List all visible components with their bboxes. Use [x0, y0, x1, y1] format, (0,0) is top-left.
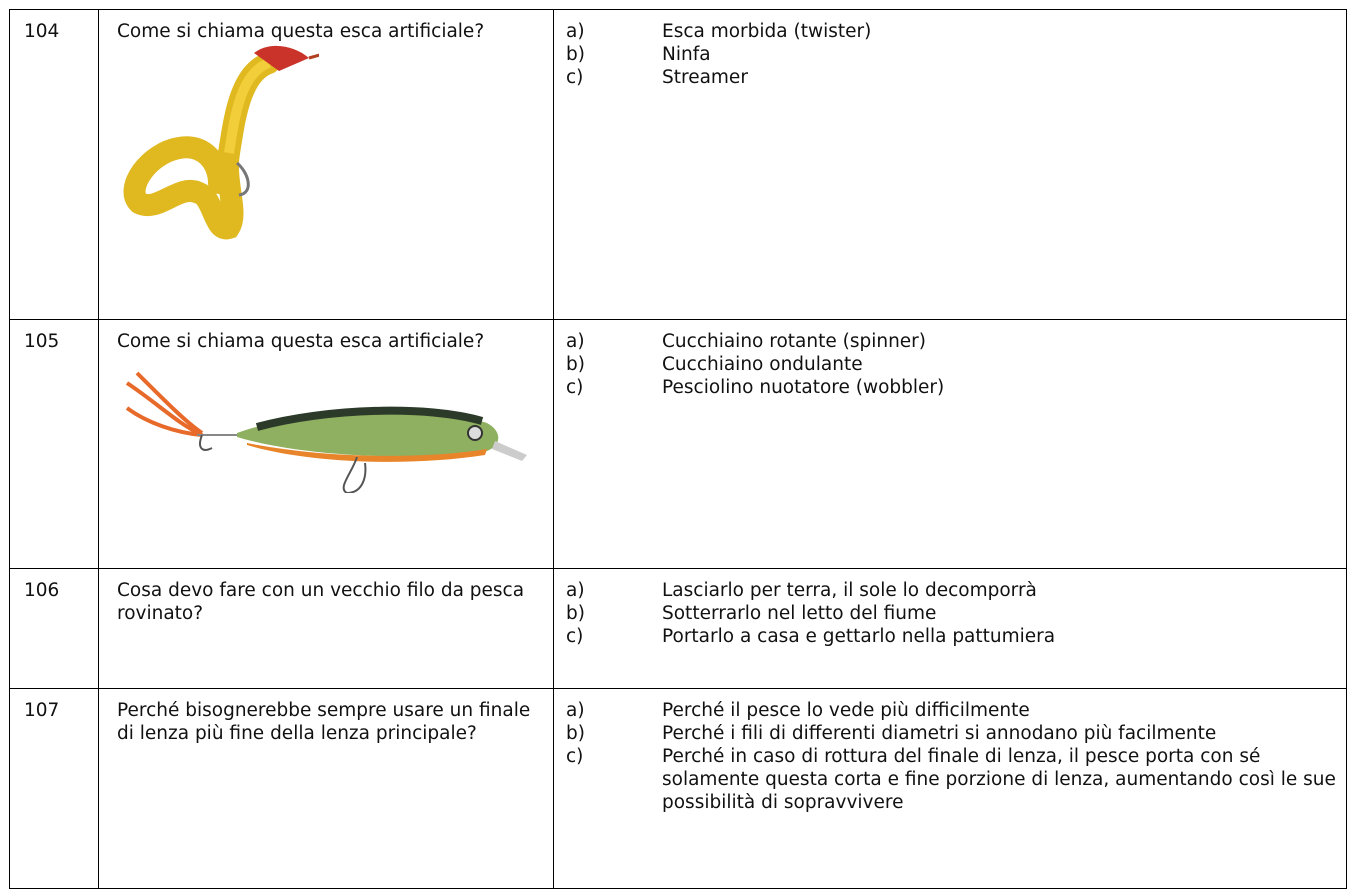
- answer-text: Perché il pesce lo vede più difficilment…: [662, 700, 1030, 721]
- answers-cell: a) Lasciarlo per terra, il sole lo decomp…: [553, 568, 1347, 689]
- question-text: Cosa devo fare con un vecchio filo da pe…: [98, 568, 554, 689]
- answer: c) Portarlo a casa e gettarlo nella pattu…: [566, 625, 1342, 648]
- question-number: 107: [9, 688, 99, 889]
- twister-image: [123, 45, 319, 240]
- answers-cell: a) Esca morbida (twister) b) Ninfa c) Strea…: [553, 9, 1347, 320]
- answer: c) Pesciolino nuotatore (wobbler): [566, 376, 1342, 399]
- answer-letter: c): [566, 626, 584, 647]
- question-number: 106: [9, 568, 99, 689]
- question-text: Come si chiama questa esca artificiale?: [117, 331, 485, 352]
- answer: a) Esca morbida (twister): [566, 20, 1342, 43]
- answers-cell: a) Cucchiaino rotante (spinner) b) Cucchia…: [553, 319, 1347, 569]
- answer-letter: a): [566, 580, 585, 601]
- question-number: 105: [9, 319, 99, 569]
- answer-text: Cucchiaino rotante (spinner): [662, 331, 926, 352]
- answer-text: Cucchiaino ondulante: [662, 354, 863, 375]
- answer-letter: c): [566, 377, 584, 398]
- answer-text: Sotterrarlo nel letto del fiume: [662, 603, 937, 624]
- answer-letter: b): [566, 44, 585, 65]
- answer: b) Ninfa: [566, 43, 1342, 66]
- answer-letter: b): [566, 603, 585, 624]
- answer: c) Perché in caso di rottura del finale d…: [566, 745, 1342, 814]
- answer-text: Lasciarlo per terra, il sole lo decompor…: [662, 580, 1037, 601]
- question-text: Perché bisognerebbe sempre usare un fina…: [98, 688, 554, 889]
- answer-letter: c): [566, 67, 584, 88]
- answer: a) Perché il pesce lo vede più difficilme…: [566, 699, 1342, 722]
- answer-text: Esca morbida (twister): [662, 21, 872, 42]
- answer-letter: a): [566, 21, 585, 42]
- answer-letter: a): [566, 331, 585, 352]
- answer-text: Ninfa: [662, 44, 711, 65]
- quiz-table: 104 Come si chiama questa esca artificia…: [9, 9, 1347, 889]
- answer-letter: a): [566, 700, 585, 721]
- question-text: Come si chiama questa esca artificiale?: [117, 21, 485, 42]
- question-row: 107 Perché bisognerebbe sempre usare un …: [9, 688, 1347, 889]
- question-cell: Come si chiama questa esca artificiale?: [98, 319, 554, 569]
- answer: a) Cucchiaino rotante (spinner): [566, 330, 1342, 353]
- answers-cell: a) Perché il pesce lo vede più difficilme…: [553, 688, 1347, 889]
- answer-text: Perché in caso di rottura del finale di …: [662, 746, 1336, 813]
- answer: b) Cucchiaino ondulante: [566, 353, 1342, 376]
- answer: a) Lasciarlo per terra, il sole lo decomp…: [566, 579, 1342, 602]
- answer: b) Sotterrarlo nel letto del fiume: [566, 602, 1342, 625]
- answer: b) Perché i fili di differenti diametri s…: [566, 722, 1342, 745]
- wobbler-image: [125, 371, 527, 493]
- answer-text: Perché i fili di differenti diametri si …: [662, 723, 1217, 744]
- answer-text: Pesciolino nuotatore (wobbler): [662, 377, 945, 398]
- question-row: 105 Come si chiama questa esca artificia…: [9, 319, 1347, 569]
- answer-letter: b): [566, 723, 585, 744]
- answer-letter: b): [566, 354, 585, 375]
- question-row: 106 Cosa devo fare con un vecchio filo d…: [9, 568, 1347, 689]
- answer-text: Portarlo a casa e gettarlo nella pattumi…: [662, 626, 1056, 647]
- answer-letter: c): [566, 746, 584, 767]
- question-row: 104 Come si chiama questa esca artificia…: [9, 9, 1347, 320]
- answer-text: Streamer: [662, 67, 748, 88]
- answer: c) Streamer: [566, 66, 1342, 89]
- question-cell: Come si chiama questa esca artificiale?: [98, 9, 554, 320]
- question-number: 104: [9, 9, 99, 320]
